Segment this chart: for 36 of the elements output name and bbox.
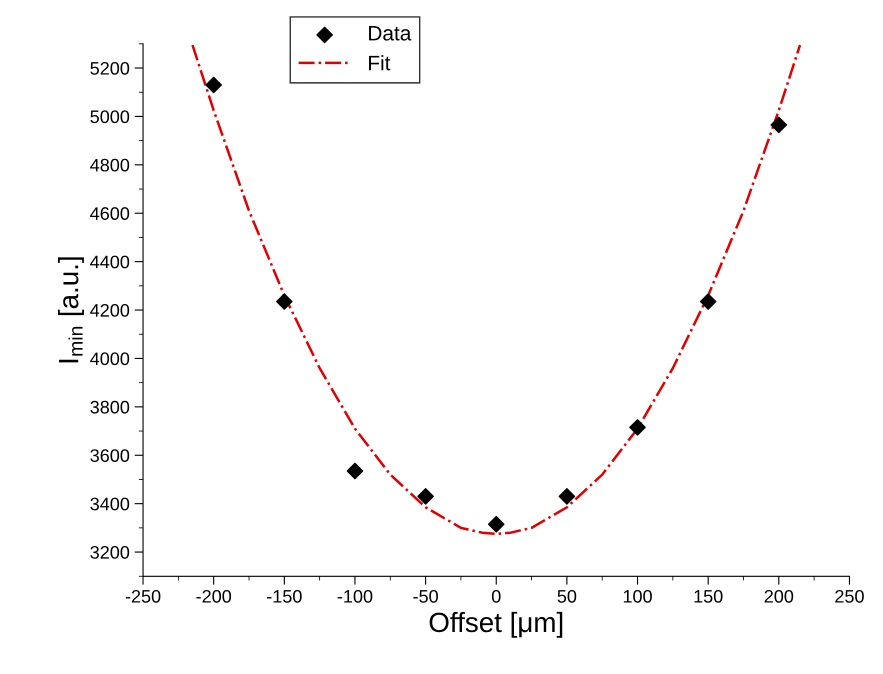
y-axis-title: I$_{min}$ [a.u.] [58,257,84,362]
y-tick-label: 3600 [90,449,130,462]
x-tick-label: 200 [764,590,794,603]
point [346,462,364,480]
y-tick-label: 5000 [90,110,130,124]
x-tick-label: 250 [835,590,864,603]
y-tick-label: 4000 [90,352,130,366]
point [629,419,646,436]
point [770,116,788,134]
point [558,488,576,505]
x-axis-title: Offset [μm] [430,612,562,638]
y-tick-label: 4800 [90,158,130,172]
y-tick-label: 3800 [90,400,130,414]
legend-label: Fit [369,55,390,70]
point [417,488,434,505]
x-tick-label: -100 [338,590,372,603]
point [488,516,505,533]
y-tick-label: 4400 [90,256,130,268]
line-series [191,44,802,536]
x-tick-label: -200 [196,590,232,603]
point [205,76,222,94]
y-tick-label: 3400 [90,498,130,510]
point [700,293,716,310]
legend-label: Data [369,26,412,41]
y-tick-label: 5200 [90,62,130,75]
point [276,293,293,310]
x-tick-label: -250 [126,590,160,603]
x-tick-label: 50 [558,590,576,603]
x-tick-label: 100 [624,590,652,603]
y-tick-label: 4200 [90,304,130,317]
x-tick-label: 150 [694,590,723,603]
y-tick-label: 4600 [90,207,130,220]
x-tick-label: -150 [267,590,302,603]
x-tick-label: 0 [492,590,501,603]
y-tick-label: 3200 [90,546,130,559]
x-tick-label: -50 [413,590,438,603]
